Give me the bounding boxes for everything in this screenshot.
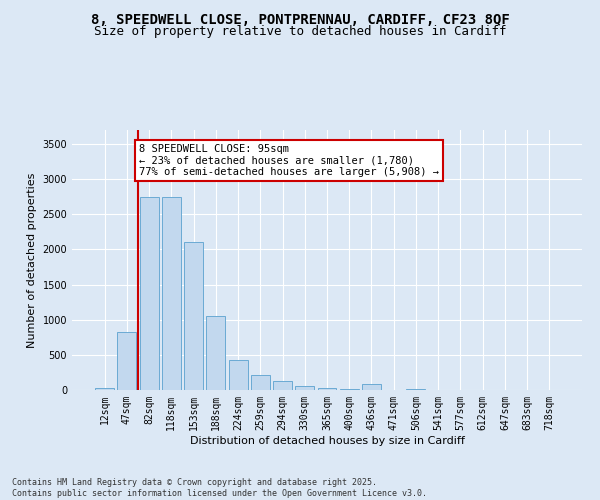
X-axis label: Distribution of detached houses by size in Cardiff: Distribution of detached houses by size …: [190, 436, 464, 446]
Text: 8, SPEEDWELL CLOSE, PONTPRENNAU, CARDIFF, CF23 8QF: 8, SPEEDWELL CLOSE, PONTPRENNAU, CARDIFF…: [91, 12, 509, 26]
Text: Contains HM Land Registry data © Crown copyright and database right 2025.
Contai: Contains HM Land Registry data © Crown c…: [12, 478, 427, 498]
Bar: [184, 242, 203, 390]
Bar: [317, 388, 337, 390]
Text: 8 SPEEDWELL CLOSE: 95sqm
← 23% of detached houses are smaller (1,780)
77% of sem: 8 SPEEDWELL CLOSE: 95sqm ← 23% of detach…: [139, 144, 439, 178]
Bar: [162, 197, 181, 390]
Bar: [95, 388, 114, 390]
Bar: [273, 381, 292, 390]
Bar: [229, 360, 248, 390]
Bar: [206, 316, 225, 390]
Bar: [340, 388, 359, 390]
Bar: [118, 332, 136, 390]
Bar: [140, 197, 158, 390]
Y-axis label: Number of detached properties: Number of detached properties: [27, 172, 37, 348]
Bar: [362, 384, 381, 390]
Bar: [251, 374, 270, 390]
Text: Size of property relative to detached houses in Cardiff: Size of property relative to detached ho…: [94, 25, 506, 38]
Bar: [295, 386, 314, 390]
